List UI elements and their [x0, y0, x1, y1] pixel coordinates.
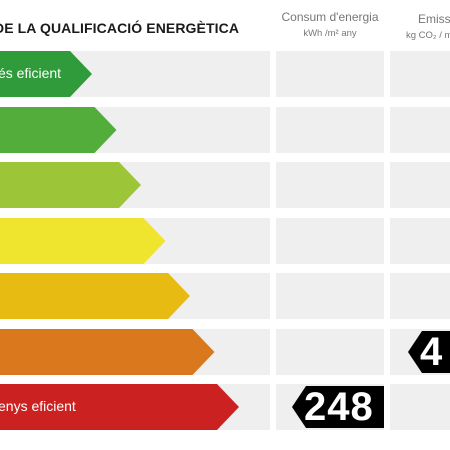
energy-column-title: Consum d'energia [281, 10, 379, 24]
indicator-arrow-shape [408, 331, 450, 373]
energy-value-indicator: 248 [292, 385, 384, 429]
energy-cell [276, 107, 384, 153]
indicator-arrow-shape [292, 386, 384, 428]
indicator-value: 4 [420, 330, 444, 374]
page-title: DE LA QUALIFICACIÓ ENERGÈTICA [0, 20, 240, 36]
band-row: 4 [0, 329, 450, 375]
rating-arrow: és eficient [0, 51, 92, 97]
band-label: és eficient [0, 65, 62, 81]
indicator-value: 248 [304, 385, 374, 429]
rating-arrow [0, 162, 141, 208]
rating-arrow-shape [0, 273, 190, 319]
co2-column-header: Emissi kg CO₂ / m [392, 12, 450, 41]
band-row: és eficient [0, 51, 450, 97]
rating-arrow [0, 218, 166, 264]
band-row: enys eficient 248 [0, 384, 450, 430]
energy-cell [276, 273, 384, 319]
energy-column-header: Consum d'energia kWh /m² any [276, 10, 384, 39]
co2-cell [390, 51, 450, 97]
rating-arrow-shape [0, 51, 92, 97]
rating-arrow [0, 329, 215, 375]
band-row [0, 218, 450, 264]
band-label: enys eficient [0, 398, 76, 414]
co2-column-title: Emissi [418, 12, 450, 26]
energy-cell [276, 162, 384, 208]
energy-column-unit: kWh /m² any [303, 28, 357, 39]
energy-cell [276, 218, 384, 264]
energy-cell [276, 329, 384, 375]
co2-cell [390, 162, 450, 208]
rating-arrow-shape [0, 107, 117, 153]
rating-arrow-shape [0, 162, 141, 208]
co2-value-indicator: 4 [408, 330, 450, 374]
co2-cell [390, 107, 450, 153]
co2-cell [390, 218, 450, 264]
co2-cell [390, 273, 450, 319]
rating-arrow-shape [0, 329, 215, 375]
rating-arrow-shape [0, 218, 166, 264]
rating-arrow: enys eficient [0, 384, 239, 430]
rating-arrow [0, 107, 117, 153]
band-row [0, 107, 450, 153]
co2-cell [390, 384, 450, 430]
co2-column-unit: kg CO₂ / m [406, 30, 450, 41]
band-row [0, 162, 450, 208]
energy-cell [276, 51, 384, 97]
rating-arrow-shape [0, 384, 239, 430]
rating-arrow [0, 273, 190, 319]
band-row [0, 273, 450, 319]
